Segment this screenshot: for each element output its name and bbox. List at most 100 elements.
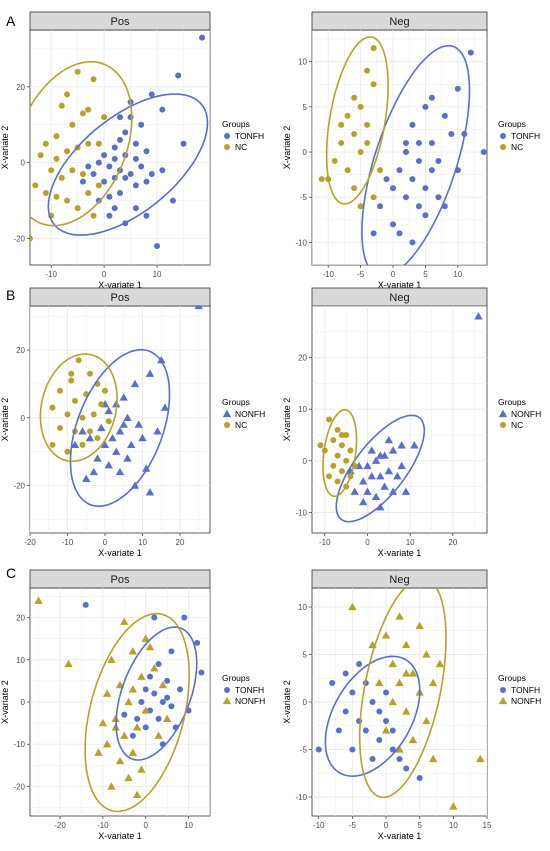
x-tick-label: -10 [322, 270, 334, 279]
data-point [158, 680, 168, 689]
legend-title: Groups [222, 673, 250, 683]
data-point [357, 103, 364, 110]
data-point [78, 427, 87, 435]
data-point [364, 121, 371, 128]
data-point [122, 174, 129, 181]
strip-title: Neg [389, 292, 409, 304]
data-point [64, 148, 71, 155]
data-point [348, 602, 357, 611]
y-tick-label: 0 [21, 159, 26, 168]
data-point [326, 416, 333, 423]
legend-key [224, 422, 230, 428]
data-point [148, 171, 155, 178]
data-point [347, 447, 354, 454]
data-point [334, 478, 341, 485]
confidence-ellipse-tonfh [324, 655, 421, 778]
data-point [369, 699, 376, 705]
data-point [467, 49, 474, 56]
data-point [359, 477, 368, 485]
data-point [198, 669, 205, 676]
data-point [147, 673, 153, 680]
data-point [68, 377, 75, 384]
data-point [194, 306, 203, 310]
data-point [37, 152, 44, 159]
data-point [388, 487, 398, 495]
data-point [408, 669, 418, 677]
data-point [128, 647, 138, 655]
data-point [53, 133, 60, 140]
data-point [74, 205, 81, 212]
data-point [115, 427, 125, 435]
x-tick-label: 10 [449, 821, 458, 830]
data-point [383, 176, 390, 183]
x-axis-label: X-variate 1 [98, 280, 142, 290]
data-point [112, 447, 121, 455]
data-point [119, 420, 128, 428]
data-point [49, 441, 56, 448]
data-point [123, 454, 132, 462]
data-point [145, 369, 155, 377]
data-point [338, 139, 345, 146]
data-point [389, 727, 396, 734]
data-point [367, 472, 376, 480]
data-point [123, 413, 132, 421]
data-point [138, 121, 145, 128]
y-axis-label: X-variate 2 [0, 680, 10, 724]
data-point [101, 178, 108, 185]
data-point [428, 678, 438, 687]
data-point [79, 178, 86, 185]
data-point [34, 596, 43, 604]
strip-title: Neg [389, 16, 409, 28]
data-point [409, 239, 416, 246]
data-point [415, 158, 422, 165]
data-point [79, 171, 86, 178]
y-tick-label: -10 [13, 740, 25, 749]
data-point [132, 205, 139, 212]
data-point [415, 621, 424, 630]
data-point [111, 155, 118, 162]
y-tick-label: 0 [303, 698, 308, 707]
data-point [130, 379, 140, 388]
data-point [120, 617, 129, 625]
y-tick-label: 20 [16, 346, 25, 355]
y-tick-label: 10 [298, 603, 307, 612]
series-nc [318, 45, 384, 210]
data-point [402, 669, 411, 677]
data-point [142, 464, 151, 472]
data-point [132, 155, 139, 162]
data-point [357, 203, 364, 210]
data-point [90, 171, 97, 178]
data-point [356, 718, 363, 724]
data-point [74, 68, 81, 75]
data-point [124, 773, 133, 782]
legend-title: Groups [222, 397, 250, 407]
data-point [49, 404, 56, 411]
data-point [381, 726, 391, 734]
data-point [162, 714, 172, 723]
confidence-ellipse-nonfh [335, 414, 426, 523]
x-tick-label: -10 [97, 821, 109, 830]
grid [312, 30, 487, 265]
data-point [388, 446, 398, 454]
data-point [402, 139, 409, 146]
data-point [104, 406, 113, 415]
data-point [138, 433, 147, 442]
data-point [150, 664, 159, 672]
legend-label: TONFH [511, 131, 540, 141]
strip-title: Neg [389, 574, 409, 586]
x-tick-label: 5 [417, 821, 422, 830]
data-point [344, 112, 351, 119]
data-point [168, 703, 175, 710]
legend-key [222, 409, 232, 418]
data-point [159, 106, 166, 113]
data-point [143, 148, 150, 155]
data-point [85, 140, 92, 147]
data-point [329, 680, 336, 686]
data-point [154, 243, 161, 250]
data-point [435, 158, 442, 165]
data-point [142, 686, 149, 693]
data-point [422, 650, 431, 658]
